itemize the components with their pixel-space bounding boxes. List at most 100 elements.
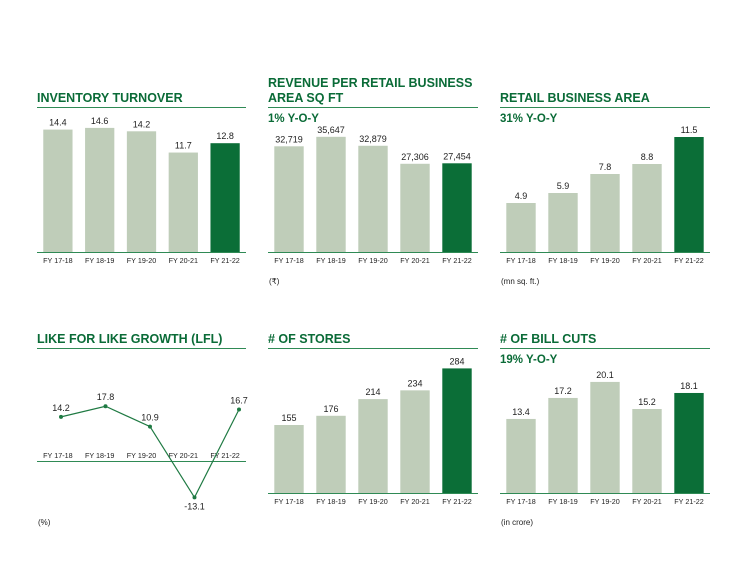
chart-title-billcuts: # OF BILL CUTS	[500, 332, 597, 346]
data-point	[103, 404, 108, 409]
chart-title-stores: # OF STORES	[268, 332, 351, 346]
tick-label: FY 18-19	[316, 497, 345, 506]
bar	[548, 193, 578, 252]
data-label: 176	[323, 404, 338, 414]
unit-revenue: (₹)	[269, 277, 280, 286]
data-label: 214	[365, 387, 380, 397]
bar	[548, 397, 578, 493]
data-label: 7.8	[599, 162, 612, 172]
data-label: 234	[407, 378, 422, 388]
tick-label: FY 19-20	[590, 256, 619, 265]
bar	[442, 163, 472, 252]
title-rule	[37, 107, 246, 108]
tick-label: FY 18-19	[548, 497, 577, 506]
data-label: 14.2	[52, 403, 70, 413]
data-label: 5.9	[557, 181, 570, 191]
bar	[43, 129, 73, 252]
title-rule	[37, 348, 246, 349]
tick-label: FY 19-20	[358, 256, 387, 265]
data-point	[59, 414, 63, 419]
data-label: 155	[281, 413, 296, 423]
tick-label: FY 18-19	[548, 256, 577, 265]
chart-inventory: 14.4 FY 17-18 14.6 FY 18-19 14.2 FY 19-20 11.7…	[37, 116, 246, 265]
tick-label: FY 17-18	[43, 256, 72, 265]
data-label: 17.8	[97, 392, 115, 402]
bar	[590, 381, 620, 493]
tick-label: FY 18-19	[85, 451, 114, 460]
tick-label: FY 21-22	[442, 497, 471, 506]
data-label: 15.2	[638, 397, 656, 407]
tick-label: FY 19-20	[127, 451, 156, 460]
bar	[168, 152, 198, 252]
bar	[400, 390, 430, 493]
bar	[85, 127, 115, 252]
data-label: 27,454	[443, 151, 471, 161]
tick-label: FY 17-18	[274, 497, 303, 506]
chart-title-lfl: LIKE FOR LIKE GROWTH (LFL)	[37, 332, 223, 346]
data-label: 35,647	[317, 125, 345, 135]
title-rule	[500, 107, 710, 108]
data-point	[237, 407, 241, 412]
tick-label: FY 21-22	[674, 497, 703, 506]
bar	[506, 418, 536, 493]
data-label: 18.1	[680, 381, 698, 391]
chart-lfl: FY 17-18 FY 18-19 FY 19-20 FY 20-21 FY 21-22…	[37, 392, 248, 511]
chart-subtitle-billcuts: 19% Y-O-Y	[500, 354, 558, 366]
tick-label: FY 21-22	[442, 256, 471, 265]
tick-label: FY 20-21	[632, 256, 661, 265]
tick-label: FY 19-20	[127, 256, 156, 265]
tick-label: FY 17-18	[274, 256, 303, 265]
tick-label: FY 17-18	[506, 497, 535, 506]
data-label: 11.7	[175, 141, 192, 151]
data-label: 16.7	[230, 395, 248, 405]
bar	[590, 174, 620, 252]
data-label: 32,719	[275, 134, 303, 144]
data-label: 11.5	[681, 125, 698, 135]
bar	[210, 143, 240, 252]
tick-label: FY 17-18	[43, 451, 72, 460]
bar	[632, 164, 662, 252]
unit-area: (mn sq. ft.)	[501, 277, 540, 286]
data-label: 284	[449, 356, 464, 366]
bar	[632, 409, 662, 493]
tick-label: FY 19-20	[358, 497, 387, 506]
data-label: 14.4	[49, 118, 67, 128]
data-label: 8.8	[641, 152, 654, 162]
title-rule	[268, 348, 478, 349]
title-rule	[268, 107, 478, 108]
data-label: 4.9	[515, 191, 528, 201]
chart-title-revenue: REVENUE PER RETAIL BUSINESS AREA SQ FT	[268, 76, 473, 105]
chart-billcuts: 13.4 FY 17-18 17.2 FY 18-19 20.1 FY 19-20 15.2…	[500, 370, 710, 506]
unit-lfl: (%)	[38, 518, 51, 527]
data-label: 27,306	[401, 152, 429, 162]
chart-title-inventory: INVENTORY TURNOVER	[37, 91, 183, 105]
unit-billcuts: (in crore)	[501, 518, 534, 527]
data-label: 17.2	[554, 386, 572, 396]
data-point	[148, 424, 152, 429]
chart-stores: 155 FY 17-18 176 FY 18-19 214 FY 19-20 234 FY 2…	[268, 356, 478, 506]
tick-label: FY 20-21	[169, 256, 198, 265]
chart-revenue: 32,719 FY 17-18 35,647 FY 18-19 32,879 FY 19-…	[268, 125, 478, 265]
tick-label: FY 18-19	[85, 256, 114, 265]
bar	[274, 146, 304, 252]
chart-subtitle-revenue: 1% Y-O-Y	[268, 113, 319, 125]
panel-stores: # OF STORES 155 FY 17-18 176 FY 18-19 214 FY …	[268, 332, 478, 515]
tick-label: FY 19-20	[590, 497, 619, 506]
panel-lfl: LIKE FOR LIKE GROWTH (LFL) FY 17-18 FY 18…	[37, 332, 248, 535]
bar	[316, 136, 346, 252]
panel-area: RETAIL BUSINESS AREA 31% Y-O-Y 4.9 FY 17-…	[500, 91, 710, 289]
title-rule	[500, 348, 710, 349]
bar	[442, 368, 472, 493]
bar	[126, 131, 157, 252]
panel-revenue: REVENUE PER RETAIL BUSINESS AREA SQ FT 1…	[268, 76, 478, 289]
data-label: 13.4	[512, 407, 530, 417]
data-label: 12.8	[216, 131, 234, 141]
tick-label: FY 21-22	[210, 451, 239, 460]
bar	[358, 145, 388, 252]
chart-area: 4.9 FY 17-18 5.9 FY 18-19 7.8 FY 19-20 8.8 FY 2…	[500, 125, 710, 265]
data-label: 10.9	[141, 413, 159, 423]
tick-label: FY 20-21	[400, 497, 429, 506]
bar	[674, 392, 704, 493]
bar	[274, 425, 304, 493]
bar	[400, 163, 430, 252]
